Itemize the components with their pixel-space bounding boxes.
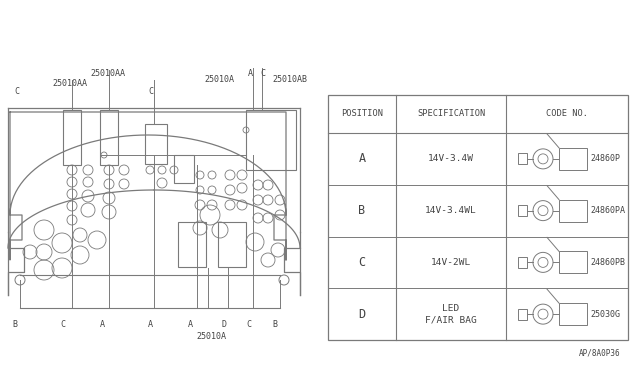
- Bar: [518, 205, 527, 216]
- Text: C: C: [60, 320, 65, 329]
- Text: B: B: [358, 204, 365, 217]
- Bar: [63, 110, 81, 165]
- Text: C: C: [358, 256, 365, 269]
- Text: C: C: [148, 87, 153, 96]
- Text: A: A: [358, 153, 365, 166]
- Text: A: A: [188, 320, 193, 329]
- Text: 25010AA: 25010AA: [90, 69, 125, 78]
- Text: 14V-2WL: 14V-2WL: [431, 258, 471, 267]
- Bar: [218, 222, 246, 267]
- Text: 25030G: 25030G: [590, 310, 620, 319]
- Bar: [246, 110, 296, 170]
- Text: POSITION: POSITION: [341, 109, 383, 119]
- Text: A: A: [100, 320, 105, 329]
- Text: D: D: [358, 308, 365, 321]
- Text: AP/8A0P36: AP/8A0P36: [579, 349, 620, 358]
- Text: B: B: [12, 320, 17, 329]
- Text: 14V-3.4WL: 14V-3.4WL: [425, 206, 477, 215]
- Bar: [559, 200, 587, 222]
- Text: 25010A: 25010A: [204, 75, 234, 84]
- Text: 25010AB: 25010AB: [272, 75, 307, 84]
- Text: CODE NO.: CODE NO.: [546, 109, 588, 119]
- Bar: [178, 222, 206, 267]
- Text: B: B: [272, 320, 277, 329]
- Text: LED
F/AIR BAG: LED F/AIR BAG: [425, 304, 477, 324]
- Text: A: A: [148, 320, 153, 329]
- Bar: [559, 303, 587, 325]
- Bar: [145, 124, 167, 164]
- Text: 25010AA: 25010AA: [52, 79, 87, 88]
- Text: SPECIFICATION: SPECIFICATION: [417, 109, 485, 119]
- Text: 24860P: 24860P: [590, 154, 620, 163]
- Text: C: C: [14, 87, 19, 96]
- Bar: [100, 110, 118, 165]
- Bar: [518, 257, 527, 268]
- Bar: [174, 155, 194, 183]
- Text: 24860PA: 24860PA: [590, 206, 625, 215]
- Text: C: C: [246, 320, 251, 329]
- Bar: [518, 153, 527, 164]
- Bar: [518, 309, 527, 320]
- Text: 24860PB: 24860PB: [590, 258, 625, 267]
- Text: C: C: [260, 69, 265, 78]
- Text: 25010A: 25010A: [196, 332, 226, 341]
- Bar: [559, 251, 587, 273]
- Bar: [559, 148, 587, 170]
- Text: A: A: [248, 69, 253, 78]
- Text: 14V-3.4W: 14V-3.4W: [428, 154, 474, 163]
- Text: D: D: [222, 320, 227, 329]
- Bar: [328, 95, 628, 340]
